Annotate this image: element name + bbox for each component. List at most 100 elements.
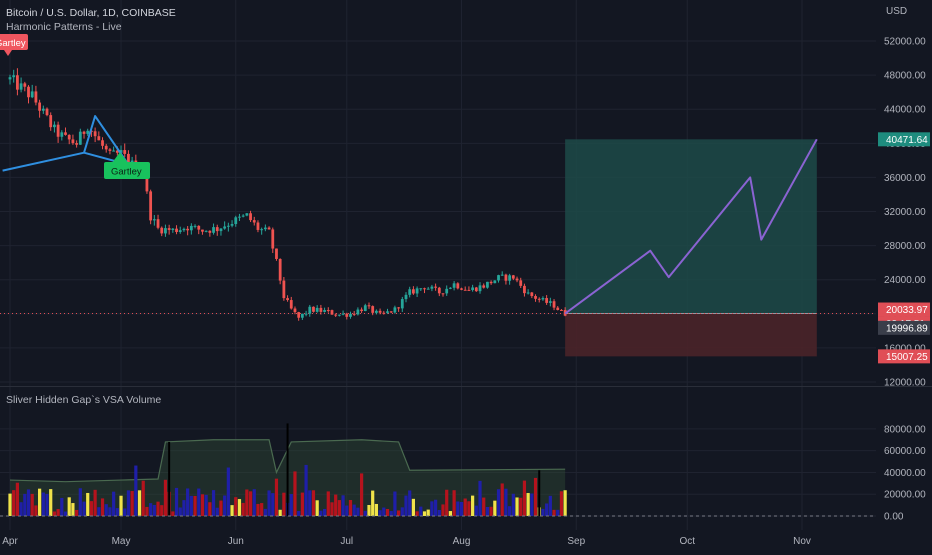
volume-tick-label: 60000.00 bbox=[884, 446, 926, 457]
candle-body bbox=[437, 287, 441, 294]
candle-body bbox=[267, 227, 271, 230]
candle-body bbox=[319, 307, 323, 312]
candle-body bbox=[419, 288, 423, 290]
volume-bar bbox=[256, 503, 260, 516]
candle-body bbox=[500, 274, 504, 276]
volume-bar bbox=[67, 497, 71, 516]
volume-bar bbox=[300, 492, 304, 516]
candle-body bbox=[408, 289, 412, 295]
volume-tick-label: 0.00 bbox=[884, 512, 904, 523]
time-axis[interactable]: Apr May Jun Jul Aug Sep Oct Nov bbox=[2, 536, 811, 547]
candle-body bbox=[49, 115, 53, 128]
candle-body bbox=[238, 216, 241, 218]
harmonic-pattern-line bbox=[2, 115, 130, 172]
candle-body bbox=[560, 309, 563, 311]
volume-bar bbox=[311, 490, 316, 516]
candle-body bbox=[234, 217, 238, 225]
price-tick-label: 44000.00 bbox=[884, 105, 926, 116]
candle-body bbox=[271, 229, 275, 249]
volume-bar bbox=[252, 489, 256, 516]
volume-bar bbox=[60, 497, 64, 516]
candle-body bbox=[260, 229, 264, 231]
volume-bar bbox=[130, 491, 134, 516]
volume-bar bbox=[200, 494, 205, 516]
candle-body bbox=[8, 77, 12, 80]
harmonic-pattern bbox=[2, 115, 130, 172]
candle-body bbox=[467, 289, 471, 291]
time-tick-label: Aug bbox=[453, 536, 471, 547]
volume-bar bbox=[500, 483, 504, 516]
candle-body bbox=[56, 124, 60, 137]
stop-zone bbox=[565, 313, 817, 357]
volume-bar bbox=[445, 489, 449, 516]
candle-body bbox=[341, 313, 345, 315]
volume-bar bbox=[341, 495, 345, 516]
volume-bar bbox=[430, 501, 434, 516]
candle-body bbox=[445, 288, 449, 294]
volume-bar bbox=[359, 473, 364, 516]
volume-bar bbox=[385, 508, 390, 516]
volume-bar bbox=[226, 467, 230, 516]
volume-spike bbox=[168, 441, 171, 516]
volume-bar bbox=[274, 478, 279, 516]
price-tick-label: 36000.00 bbox=[884, 173, 926, 184]
candle-body bbox=[34, 91, 38, 103]
volume-axis[interactable]: 80000.00 60000.00 40000.00 20000.00 0.00 bbox=[884, 424, 926, 522]
candle-body bbox=[378, 310, 382, 313]
candle-body bbox=[123, 150, 127, 154]
candle-body bbox=[489, 281, 493, 284]
volume-bar bbox=[389, 511, 393, 516]
candle-body bbox=[212, 227, 215, 233]
volume-bar bbox=[178, 507, 182, 516]
time-tick-label: Sep bbox=[567, 536, 585, 547]
volume-bar bbox=[208, 502, 212, 516]
candle-body bbox=[556, 307, 560, 310]
candle-body bbox=[456, 283, 460, 289]
candle-body bbox=[460, 288, 463, 290]
candle-body bbox=[64, 132, 67, 135]
price-candles bbox=[8, 68, 567, 321]
volume-bar bbox=[86, 492, 90, 516]
volume-bar bbox=[156, 501, 160, 516]
volume-indicator-title: Sliver Hidden Gap`s VSA Volume bbox=[6, 394, 161, 406]
candle-body bbox=[397, 307, 400, 309]
candle-body bbox=[282, 280, 286, 299]
volume-bar bbox=[115, 508, 119, 516]
gartley-label-bottom[interactable]: Gartley bbox=[104, 152, 150, 179]
volume-bar bbox=[49, 489, 53, 516]
candle-body bbox=[548, 301, 552, 303]
volume-bar bbox=[371, 490, 375, 516]
risk-reward-zones[interactable] bbox=[0, 139, 876, 357]
candle-body bbox=[523, 285, 526, 294]
candle-body bbox=[208, 230, 212, 233]
candle-body bbox=[330, 310, 334, 315]
candle-body bbox=[297, 312, 301, 318]
candle-body bbox=[304, 313, 308, 315]
candle-body bbox=[519, 280, 523, 286]
volume-bars bbox=[0, 423, 876, 517]
volume-bar bbox=[237, 499, 242, 516]
candle-body bbox=[197, 225, 201, 230]
volume-bar bbox=[556, 509, 560, 516]
candle-body bbox=[471, 287, 475, 291]
volume-bar bbox=[45, 493, 49, 516]
volume-bar bbox=[552, 509, 556, 516]
volume-bar bbox=[123, 508, 127, 516]
candle-body bbox=[112, 150, 116, 152]
candle-body bbox=[286, 298, 289, 301]
volume-bar bbox=[8, 493, 12, 516]
price-tick-label: 32000.00 bbox=[884, 207, 926, 218]
candle-body bbox=[389, 311, 393, 313]
candle-body bbox=[430, 286, 434, 289]
candle-body bbox=[201, 229, 204, 232]
candle-body bbox=[175, 228, 178, 232]
candle-body bbox=[308, 306, 312, 314]
candle-body bbox=[463, 289, 467, 291]
volume-bar bbox=[30, 493, 34, 516]
time-tick-label: Jul bbox=[340, 536, 353, 547]
price-tag bbox=[878, 349, 930, 364]
volume-bar bbox=[182, 500, 186, 516]
volume-bar bbox=[489, 506, 493, 516]
gartley-label-top[interactable]: Gartley bbox=[0, 34, 28, 56]
